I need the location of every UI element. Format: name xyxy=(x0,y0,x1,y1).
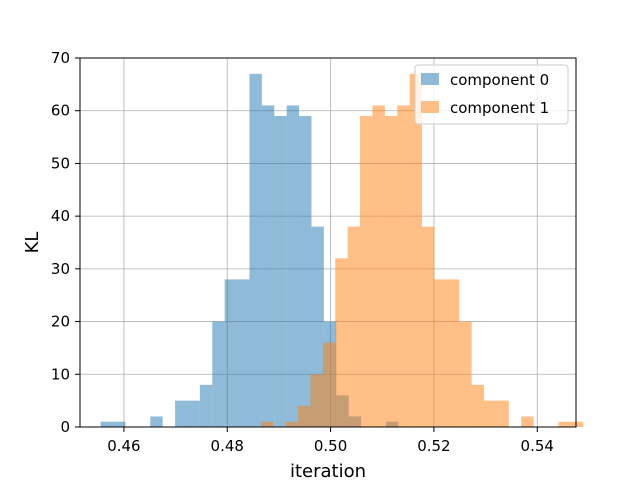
y-tick-label: 0 xyxy=(60,418,70,436)
legend-swatch-component-0 xyxy=(421,73,439,85)
y-tick-label: 50 xyxy=(51,154,70,172)
legend-swatch-component-1 xyxy=(421,101,439,113)
x-tick-label: 0.48 xyxy=(211,437,244,455)
bar-component-0 xyxy=(249,73,262,428)
legend-box xyxy=(414,64,569,125)
x-tick-label: 0.46 xyxy=(107,437,140,455)
bar-component-0 xyxy=(261,105,275,427)
axis-ticks: 0.46 0.48 0.50 0.52 0.54 0 10 20 30 40 50 60 70 xyxy=(51,49,554,455)
legend-label-component-0: component 0 xyxy=(450,71,549,89)
y-tick-label: 60 xyxy=(51,102,70,120)
bar-component-0 xyxy=(299,115,312,427)
bar-component-1 xyxy=(397,105,410,427)
bar-component-0 xyxy=(100,421,114,427)
bar-component-0 xyxy=(187,400,200,427)
bar-component-1 xyxy=(298,405,311,427)
histogram-bars xyxy=(100,73,584,428)
bar-component-1 xyxy=(484,400,497,427)
legend: component 0 component 1 xyxy=(414,64,569,125)
y-tick-label: 40 xyxy=(51,207,70,225)
y-tick-label: 30 xyxy=(51,260,70,278)
bar-component-1 xyxy=(322,342,336,427)
bar-component-1 xyxy=(310,374,323,427)
plot-frame xyxy=(79,57,577,428)
bar-component-1 xyxy=(409,73,423,428)
y-axis-label: KL xyxy=(22,232,43,254)
y-tick-label: 10 xyxy=(51,365,70,383)
bar-component-1 xyxy=(570,421,584,427)
bar-component-0 xyxy=(113,421,126,427)
bar-component-1 xyxy=(446,279,460,427)
x-tick-label: 0.50 xyxy=(314,437,347,455)
legend-label-component-1: component 1 xyxy=(450,99,549,117)
bar-component-0 xyxy=(237,279,250,427)
bar-component-1 xyxy=(496,400,509,427)
bar-component-1 xyxy=(335,258,348,427)
bar-component-0 xyxy=(224,279,238,427)
bar-component-1 xyxy=(459,321,472,427)
bar-component-0 xyxy=(274,115,287,427)
bar-component-0 xyxy=(286,105,300,427)
bar-component-0 xyxy=(212,321,225,427)
x-axis-label: iteration xyxy=(290,461,366,480)
bar-component-1 xyxy=(434,279,447,427)
y-tick-label: 70 xyxy=(51,49,70,67)
bar-component-1 xyxy=(384,115,398,427)
y-tick-label: 20 xyxy=(51,313,70,331)
x-tick-label: 0.54 xyxy=(521,437,554,455)
bar-component-1 xyxy=(372,105,385,427)
bar-component-0 xyxy=(150,416,163,427)
bar-component-1 xyxy=(360,115,373,427)
bar-component-1 xyxy=(471,384,485,427)
bar-component-0 xyxy=(175,400,188,427)
bar-component-1 xyxy=(422,226,435,427)
x-tick-label: 0.52 xyxy=(417,437,450,455)
bar-component-1 xyxy=(260,421,274,427)
bar-component-1 xyxy=(285,421,299,427)
bar-component-0 xyxy=(199,384,213,427)
bar-component-1 xyxy=(521,416,534,427)
bar-component-1 xyxy=(347,226,361,427)
bar-component-1 xyxy=(558,421,571,427)
